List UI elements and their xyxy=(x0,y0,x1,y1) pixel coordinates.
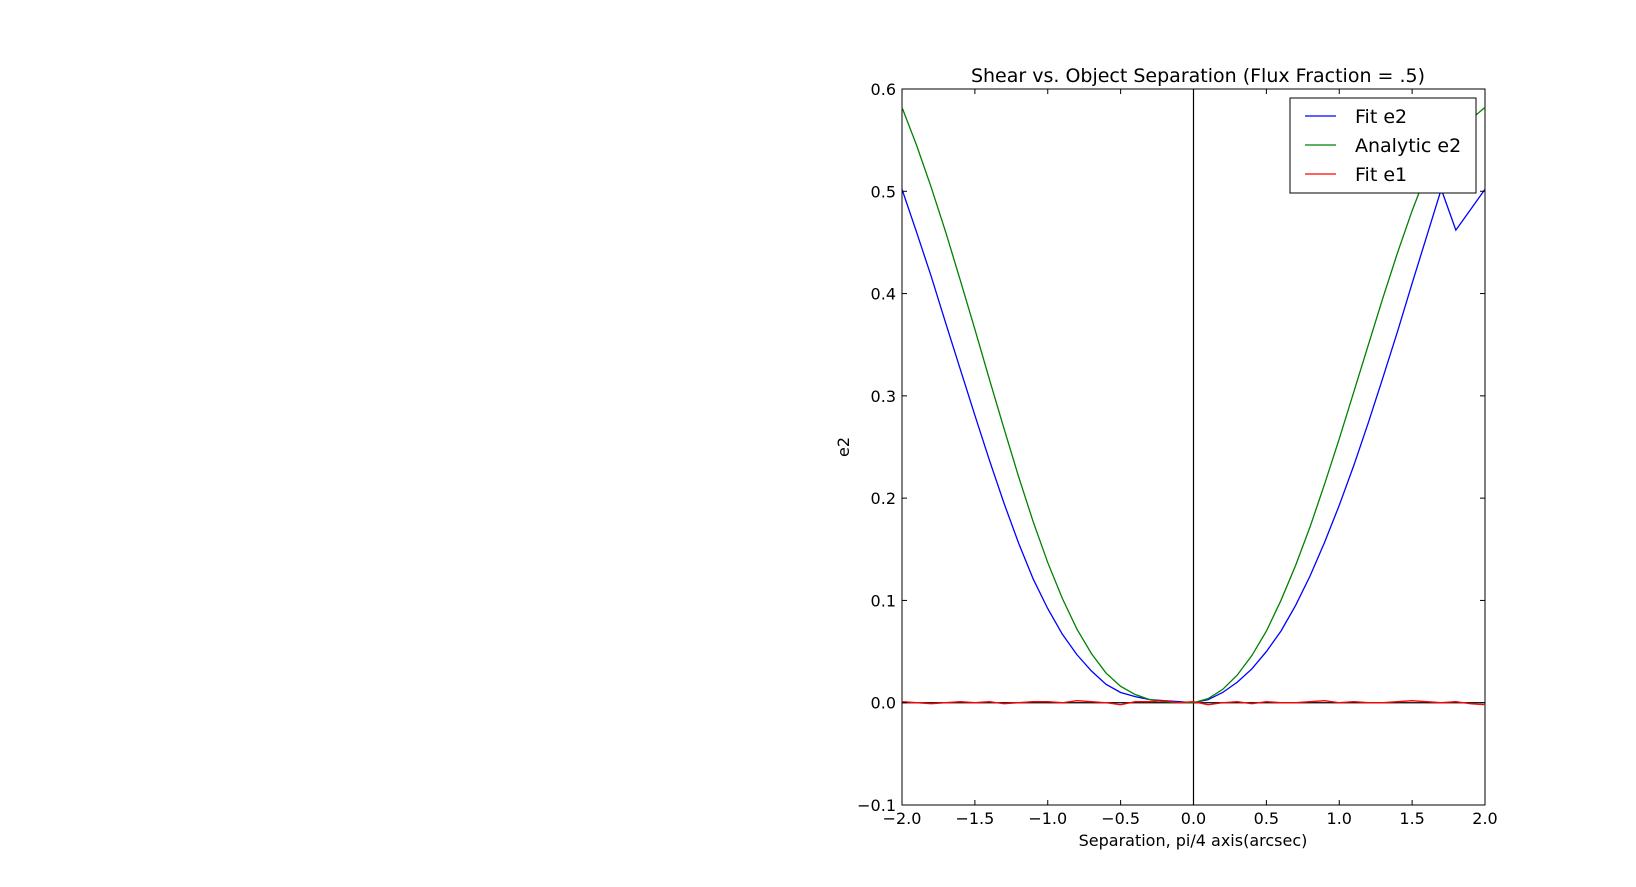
x-tick-label: −0.5 xyxy=(1101,809,1140,828)
y-tick-label: 0.3 xyxy=(871,387,896,406)
chart-title: Shear vs. Object Separation (Flux Fracti… xyxy=(971,65,1425,87)
y-axis-label: e2 xyxy=(834,437,853,457)
y-tick-label: 0.1 xyxy=(871,591,896,610)
y-tick-label: 0.6 xyxy=(871,80,896,99)
legend-label-analytic-e2: Analytic e2 xyxy=(1355,135,1461,157)
y-tick-label: −0.1 xyxy=(857,796,896,815)
x-tick-label: 2.0 xyxy=(1472,809,1497,828)
plot-area xyxy=(901,88,1486,806)
x-tick-label: 0.0 xyxy=(1181,809,1206,828)
x-tick-label: −1.0 xyxy=(1028,809,1067,828)
legend: Fit e2 Analytic e2 Fit e1 xyxy=(1289,97,1477,194)
x-axis-label: Separation, pi/4 axis(arcsec) xyxy=(1079,831,1308,850)
y-axis-ticks: −0.1 0.0 0.1 0.2 0.3 0.4 0.5 0.6 xyxy=(857,80,1485,815)
y-tick-label: 0.0 xyxy=(871,694,896,713)
legend-label-fit-e1: Fit e1 xyxy=(1355,164,1407,186)
x-tick-label: 1.0 xyxy=(1327,809,1352,828)
x-tick-label: −2.0 xyxy=(883,809,922,828)
y-tick-label: 0.4 xyxy=(871,285,896,304)
y-tick-label: 0.5 xyxy=(871,182,896,201)
legend-label-fit-e2: Fit e2 xyxy=(1355,106,1407,128)
x-tick-label: 1.5 xyxy=(1399,809,1424,828)
series-line-analytic-e2 xyxy=(901,106,1486,704)
x-tick-label: 0.5 xyxy=(1254,809,1279,828)
y-tick-label: 0.2 xyxy=(871,489,896,508)
series-line-fit-e1 xyxy=(901,700,1486,706)
x-tick-label: −1.5 xyxy=(955,809,994,828)
x-axis-ticks: −2.0 −1.5 −1.0 −0.5 0.0 0.5 1.0 1.5 2.0 xyxy=(883,89,1498,828)
series-layer xyxy=(901,106,1486,706)
